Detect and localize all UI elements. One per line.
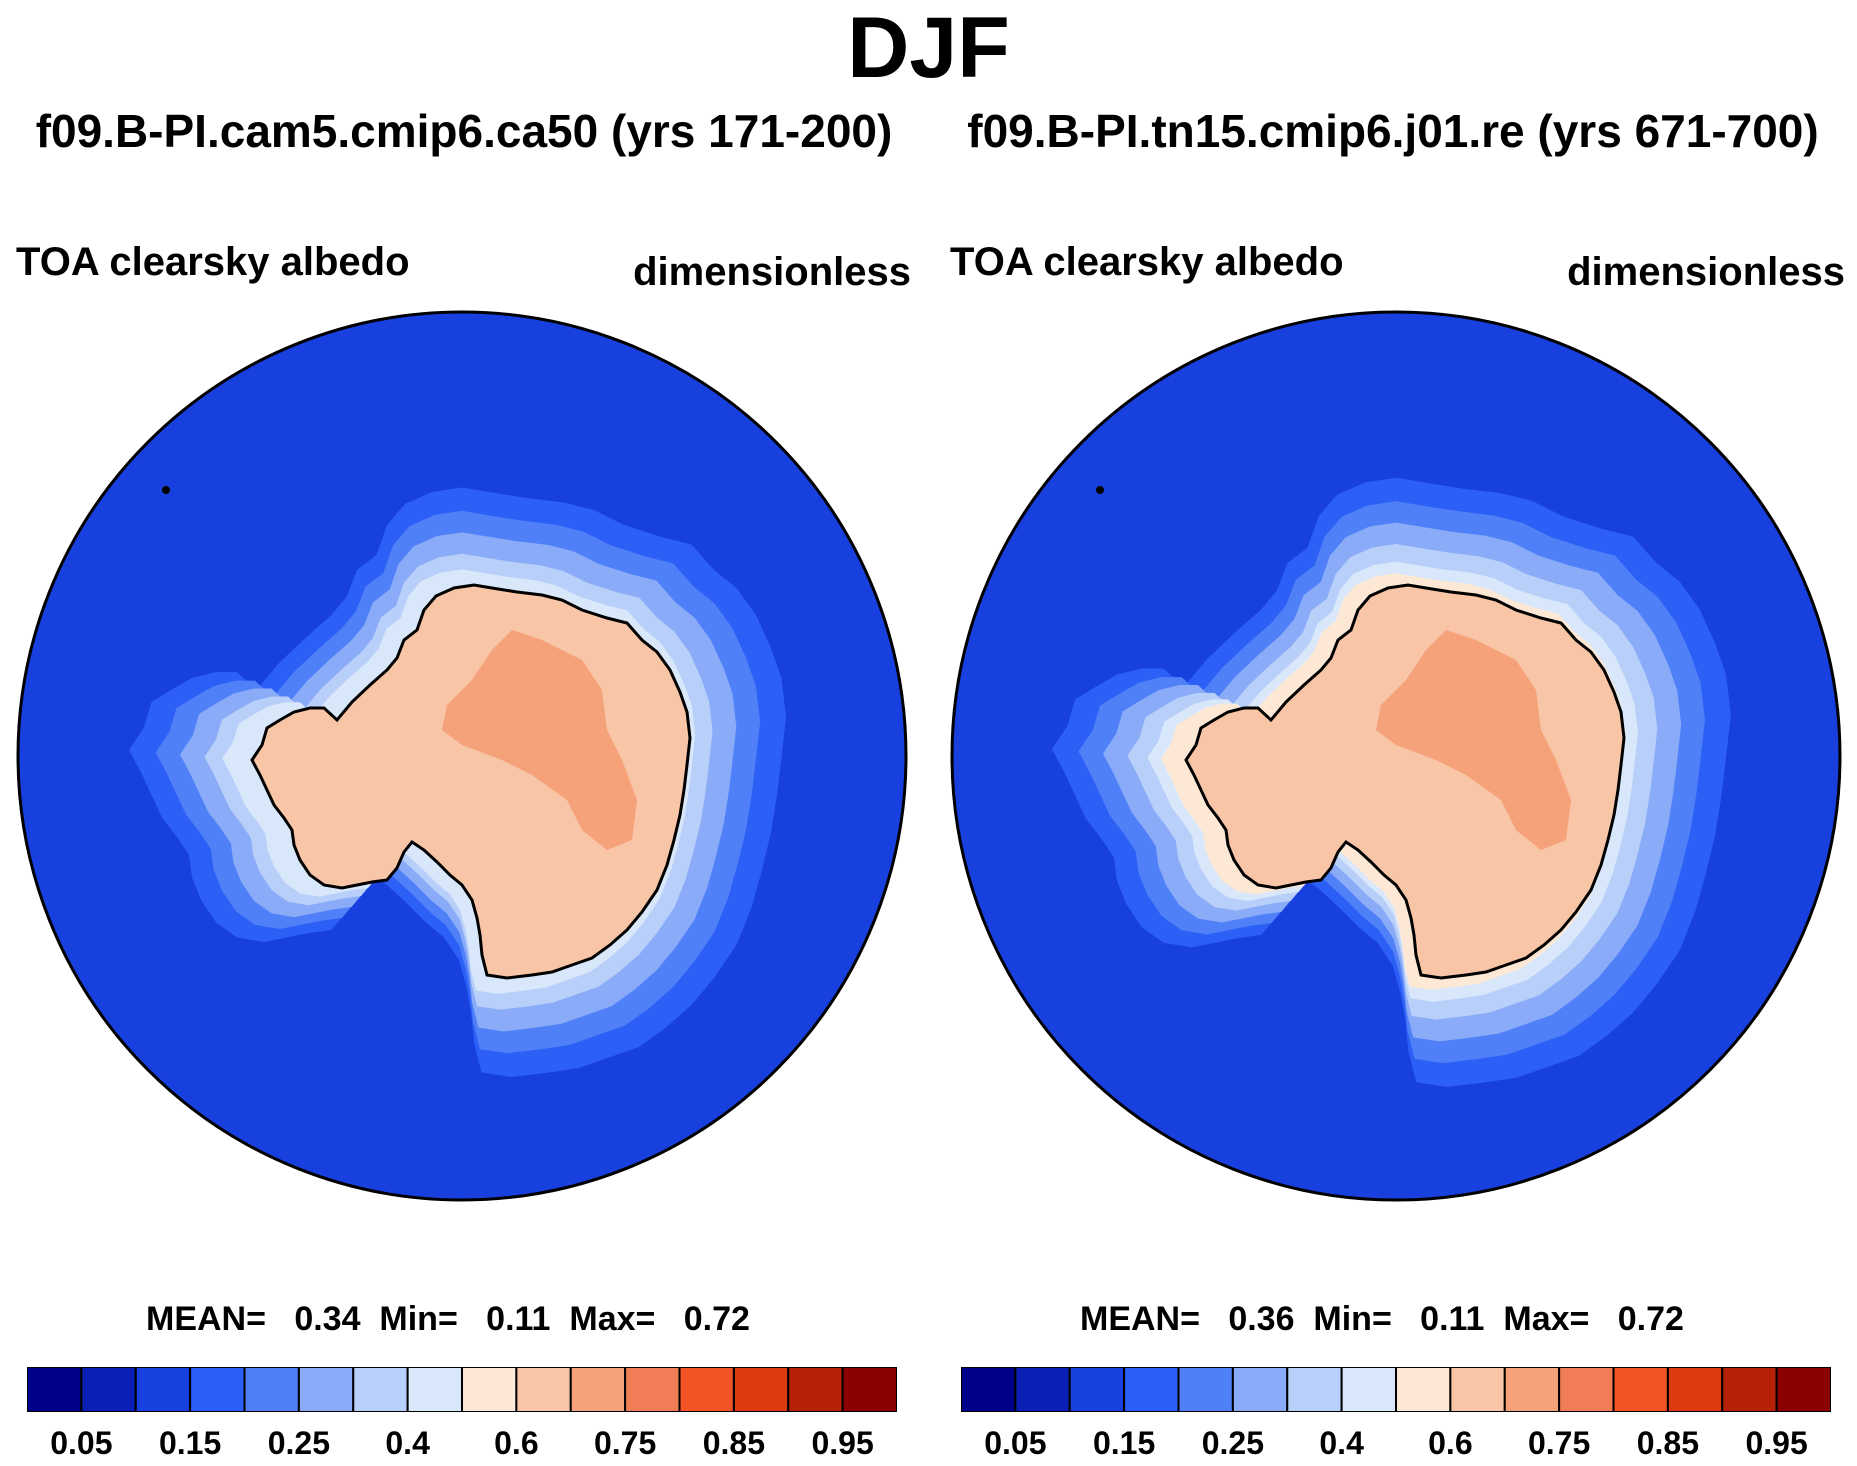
colorbar-swatch <box>1286 1367 1343 1412</box>
colorbar-swatch <box>297 1367 355 1412</box>
colorbar-swatch <box>80 1367 137 1412</box>
page-title: DJF <box>847 0 1010 96</box>
colorbar-swatch <box>406 1367 463 1412</box>
plateau-contour <box>442 630 637 850</box>
colorbar-swatch <box>1775 1367 1831 1412</box>
colorbar-tick-label: 0.15 <box>158 1425 222 1461</box>
colorbar-tick-label: 0.05 <box>984 1425 1047 1461</box>
colorbar-swatch <box>1177 1367 1234 1412</box>
colorbar-tick-label: 0.75 <box>593 1425 657 1461</box>
colorbar-swatch <box>515 1367 572 1412</box>
colorbar-swatch <box>1340 1367 1397 1412</box>
map-border <box>950 310 1842 1202</box>
panel-right-variable: TOA clearsky albedo <box>950 240 1344 284</box>
colorbar-swatch <box>569 1367 627 1412</box>
colorbar-swatch <box>1395 1367 1452 1412</box>
panel-left-case-name: f09.B-PI.cam5.cmip6.ca50 (yrs 171-200) <box>35 105 893 157</box>
colorbar-swatch <box>961 1367 1017 1412</box>
panel-right-stats: MEAN= 0.36 Min= 0.11 Max= 0.72 <box>1080 1300 1684 1338</box>
plateau-contour <box>1376 630 1571 850</box>
colorbar-tick-label: 0.15 <box>1092 1425 1156 1461</box>
colorbar-tick-label: 0.75 <box>1527 1425 1591 1461</box>
colorbar-tick-label: 0.6 <box>1428 1425 1473 1461</box>
colorbar-tick-label: 0.95 <box>1745 1425 1808 1461</box>
colorbar-swatch <box>1558 1367 1615 1412</box>
colorbar-tick-label: 0.4 <box>1319 1425 1364 1461</box>
colorbar-swatch <box>1449 1367 1506 1412</box>
panel-right-polar-map <box>950 310 1842 1202</box>
colorbar-swatch <box>787 1367 844 1412</box>
colorbar-tick-label: 0.85 <box>1636 1425 1700 1461</box>
colorbar-swatch <box>243 1367 300 1412</box>
colorbar-tick-label: 0.25 <box>267 1425 331 1461</box>
colorbar-tick-label: 0.6 <box>494 1425 539 1461</box>
colorbar-swatch <box>461 1367 518 1412</box>
colorbar-swatch <box>352 1367 409 1412</box>
colorbar-tick-label: 0.95 <box>811 1425 874 1461</box>
colorbar-swatch <box>1123 1367 1180 1412</box>
colorbar-swatch <box>678 1367 735 1412</box>
colorbar-tick-label: 0.05 <box>50 1425 113 1461</box>
colorbar-swatch <box>1068 1367 1126 1412</box>
colorbar-swatch <box>1666 1367 1724 1412</box>
colorbar-swatch <box>134 1367 192 1412</box>
panel-left-units: dimensionless <box>633 250 911 294</box>
colorbar-swatch <box>1503 1367 1561 1412</box>
colorbar-tick-label: 0.4 <box>385 1425 430 1461</box>
colorbar-swatch <box>1612 1367 1669 1412</box>
panel-right-colorbar <box>961 1367 1831 1412</box>
panel-left-colorbar <box>27 1367 897 1412</box>
colorbar-swatch <box>624 1367 681 1412</box>
panel-right-case-name: f09.B-PI.tn15.cmip6.j01.re (yrs 671-700) <box>967 105 1819 157</box>
colorbar-swatch <box>1721 1367 1778 1412</box>
colorbar-swatch <box>27 1367 83 1412</box>
panel-left-stats: MEAN= 0.34 Min= 0.11 Max= 0.72 <box>146 1300 750 1338</box>
map-border <box>16 310 908 1202</box>
colorbar-swatch <box>1014 1367 1071 1412</box>
colorbar-swatch <box>1231 1367 1289 1412</box>
colorbar-tick-label: 0.25 <box>1201 1425 1265 1461</box>
colorbar-swatch <box>841 1367 897 1412</box>
colorbar-swatch <box>189 1367 246 1412</box>
panel-left-polar-map <box>16 310 908 1202</box>
panel-right-units: dimensionless <box>1567 250 1845 294</box>
colorbar-tick-label: 0.85 <box>702 1425 766 1461</box>
panel-left-variable: TOA clearsky albedo <box>16 240 410 284</box>
colorbar-swatch <box>732 1367 790 1412</box>
